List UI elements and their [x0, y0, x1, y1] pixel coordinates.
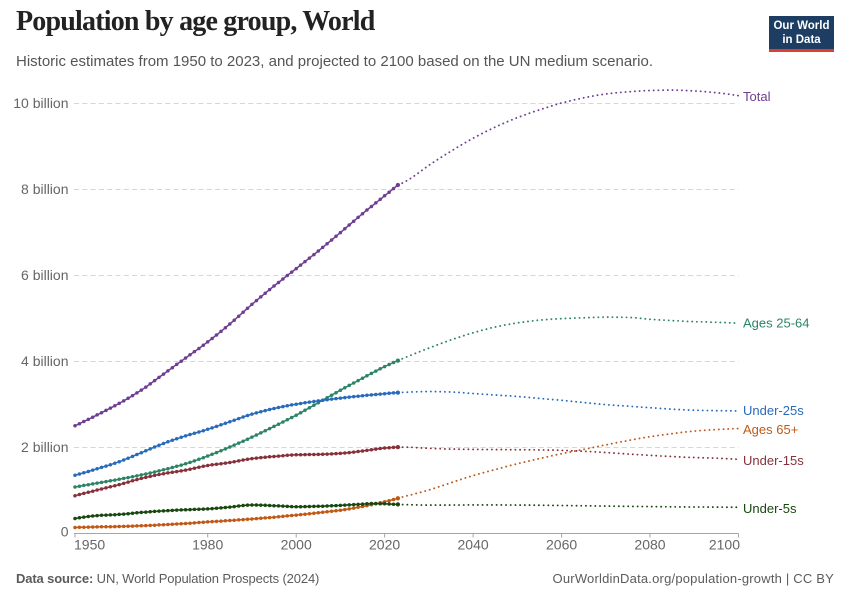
- svg-text:2100: 2100: [709, 537, 740, 553]
- svg-text:6 billion: 6 billion: [21, 267, 68, 283]
- svg-text:2060: 2060: [546, 537, 577, 553]
- svg-text:0: 0: [61, 524, 69, 540]
- svg-text:10 billion: 10 billion: [13, 95, 68, 111]
- svg-text:1980: 1980: [192, 537, 223, 553]
- svg-text:4 billion: 4 billion: [21, 353, 68, 369]
- svg-text:1950: 1950: [74, 537, 105, 553]
- svg-text:Under-25s: Under-25s: [743, 403, 804, 418]
- svg-text:2020: 2020: [369, 537, 400, 553]
- svg-text:2080: 2080: [634, 537, 665, 553]
- svg-text:2040: 2040: [458, 537, 489, 553]
- svg-text:Under-15s: Under-15s: [743, 453, 804, 468]
- svg-text:2 billion: 2 billion: [21, 439, 68, 455]
- svg-text:Total: Total: [743, 89, 771, 104]
- svg-text:Under-5s: Under-5s: [743, 501, 797, 516]
- svg-text:8 billion: 8 billion: [21, 181, 68, 197]
- svg-text:Ages 65+: Ages 65+: [743, 422, 798, 437]
- svg-text:2000: 2000: [281, 537, 312, 553]
- svg-text:Ages 25-64: Ages 25-64: [743, 315, 810, 330]
